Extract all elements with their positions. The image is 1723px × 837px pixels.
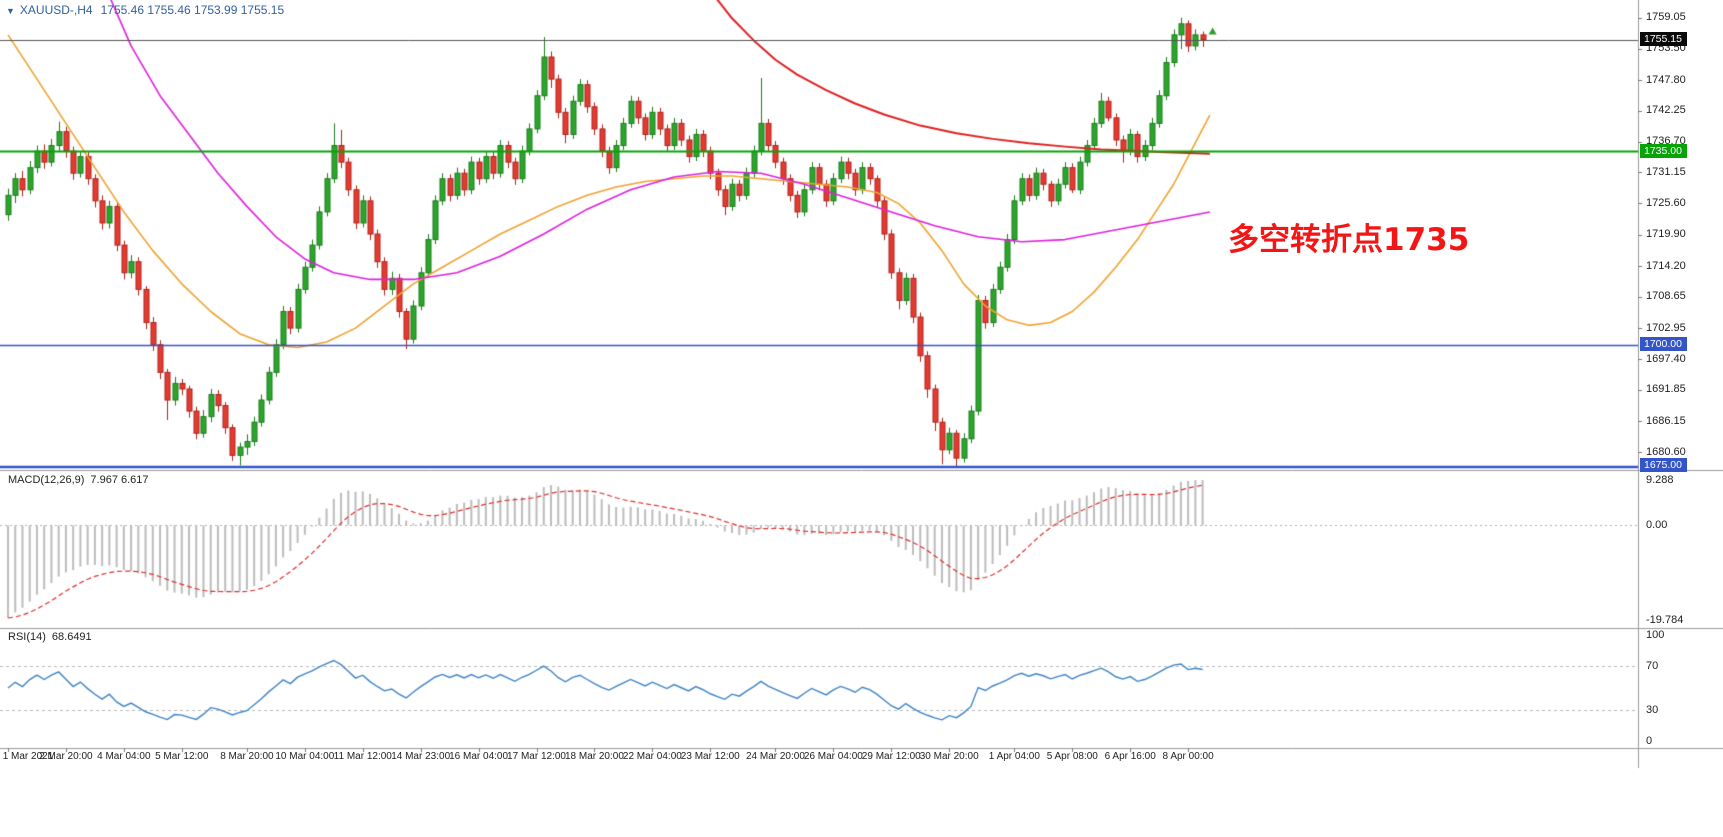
chart-canvas[interactable] bbox=[0, 0, 1723, 837]
trading-chart-window: ▼ XAUUSD-,H4 1755.46 1755.46 1753.99 1755.… bbox=[0, 0, 1723, 837]
